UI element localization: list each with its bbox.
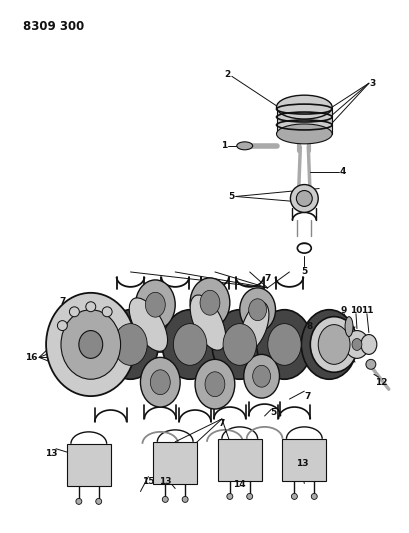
Ellipse shape [310, 494, 317, 499]
Text: 12: 12 [374, 378, 386, 387]
Text: 17: 17 [54, 313, 67, 322]
Ellipse shape [248, 299, 266, 321]
Ellipse shape [85, 302, 96, 312]
Ellipse shape [360, 335, 376, 354]
Ellipse shape [102, 310, 158, 379]
Ellipse shape [317, 325, 349, 365]
Ellipse shape [145, 292, 165, 317]
Ellipse shape [76, 498, 82, 504]
Ellipse shape [365, 359, 375, 369]
Text: 10: 10 [349, 306, 361, 315]
Ellipse shape [236, 142, 252, 150]
Text: 5: 5 [270, 408, 276, 416]
Ellipse shape [57, 321, 67, 330]
Ellipse shape [240, 302, 268, 351]
Text: 13: 13 [295, 459, 308, 468]
Ellipse shape [351, 338, 361, 350]
Ellipse shape [222, 324, 256, 365]
Text: 3: 3 [369, 79, 375, 88]
Text: 7: 7 [303, 392, 310, 401]
Ellipse shape [276, 95, 331, 119]
Ellipse shape [190, 295, 225, 350]
Ellipse shape [310, 317, 357, 372]
Text: 13: 13 [45, 449, 57, 458]
Ellipse shape [150, 370, 170, 394]
Text: 8: 8 [306, 322, 312, 331]
Ellipse shape [246, 494, 252, 499]
Text: 9: 9 [340, 306, 346, 315]
Text: 7: 7 [218, 419, 225, 429]
Text: 1: 1 [220, 141, 227, 150]
Ellipse shape [114, 324, 147, 365]
Ellipse shape [162, 496, 168, 503]
Text: 8309 300: 8309 300 [23, 20, 84, 33]
Ellipse shape [226, 494, 232, 499]
Text: 5: 5 [228, 192, 234, 201]
Ellipse shape [204, 372, 224, 397]
Ellipse shape [267, 324, 300, 365]
Ellipse shape [211, 310, 267, 379]
Ellipse shape [243, 354, 279, 398]
Ellipse shape [276, 124, 331, 144]
Text: 7: 7 [264, 274, 270, 284]
Ellipse shape [291, 494, 297, 499]
Ellipse shape [102, 307, 112, 317]
Polygon shape [217, 439, 261, 481]
Ellipse shape [290, 184, 317, 212]
Text: 14: 14 [233, 480, 245, 489]
Text: 4: 4 [339, 167, 346, 176]
Text: 11: 11 [360, 306, 372, 315]
Ellipse shape [344, 317, 352, 336]
Text: 15: 15 [142, 477, 154, 486]
Ellipse shape [256, 310, 312, 379]
Text: 13: 13 [159, 477, 171, 486]
Ellipse shape [61, 310, 120, 379]
Ellipse shape [79, 330, 102, 358]
Ellipse shape [344, 330, 368, 358]
Text: 16: 16 [25, 353, 37, 362]
Ellipse shape [173, 324, 206, 365]
Ellipse shape [239, 288, 275, 332]
Ellipse shape [140, 358, 180, 407]
Ellipse shape [252, 365, 270, 387]
Text: 7: 7 [60, 297, 66, 306]
Ellipse shape [135, 280, 175, 329]
Ellipse shape [96, 498, 101, 504]
Ellipse shape [182, 496, 188, 503]
Polygon shape [282, 439, 326, 481]
Ellipse shape [312, 324, 345, 365]
Ellipse shape [162, 310, 217, 379]
Text: 5: 5 [301, 268, 307, 277]
Ellipse shape [69, 307, 79, 317]
Polygon shape [67, 444, 110, 486]
Polygon shape [276, 107, 331, 134]
Ellipse shape [301, 310, 356, 379]
Polygon shape [153, 442, 197, 483]
Text: 2: 2 [224, 70, 230, 79]
Ellipse shape [190, 278, 229, 328]
Ellipse shape [296, 190, 312, 206]
Ellipse shape [195, 359, 234, 409]
Ellipse shape [129, 298, 167, 351]
Ellipse shape [200, 290, 219, 315]
Ellipse shape [46, 293, 135, 396]
